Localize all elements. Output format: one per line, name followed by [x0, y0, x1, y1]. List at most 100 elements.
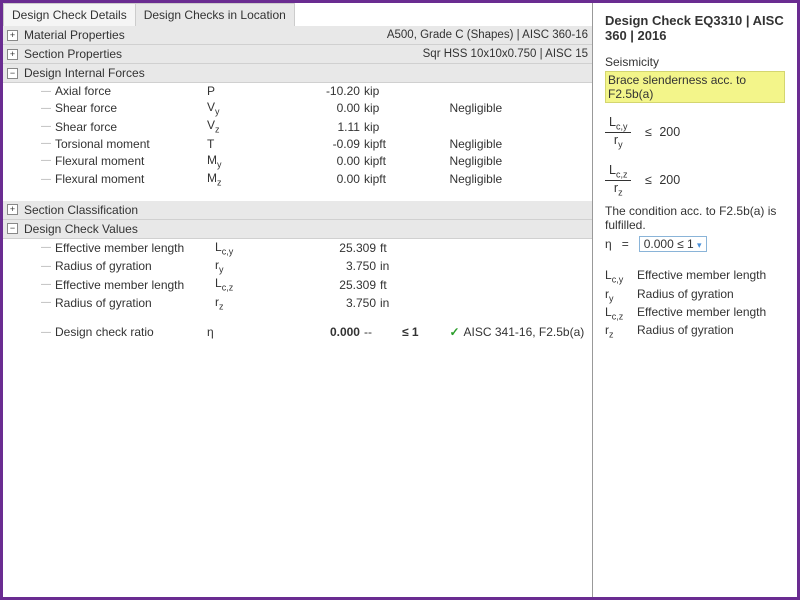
legend-desc: Radius of gyration: [637, 287, 734, 303]
force-note: Negligible: [449, 101, 592, 115]
value-label: Radius of gyration: [55, 296, 215, 310]
legend-row: Lc,zEffective member length: [605, 305, 785, 321]
force-label: Flexural moment: [55, 172, 207, 186]
force-sym: My: [207, 153, 274, 169]
value-sym: ry: [215, 258, 285, 274]
force-val: 0.00: [274, 172, 364, 186]
ratio-lim: ≤ 1: [402, 325, 450, 339]
formula-1: Lc,yry ≤ 200: [605, 115, 785, 151]
tab-location[interactable]: Design Checks in Location: [135, 3, 295, 26]
legend-sym: ry: [605, 287, 637, 303]
force-sym: Vz: [207, 118, 274, 134]
value-unit: in: [380, 296, 420, 310]
force-val: -0.09: [274, 137, 364, 151]
force-note: Negligible: [449, 154, 592, 168]
ratio-unit: --: [364, 325, 402, 339]
forces-grid: —Axial forceP-10.20kip—Shear forceVy0.00…: [3, 83, 592, 189]
force-unit: kipft: [364, 137, 402, 151]
value-unit: ft: [380, 278, 420, 292]
section-meta: Sqr HSS 10x10x0.750 | AISC 15: [423, 48, 588, 60]
force-unit: kipft: [364, 154, 402, 168]
force-label: Torsional moment: [55, 137, 207, 151]
ratio-sym: η: [207, 325, 274, 339]
value-row: —Radius of gyrationry3.750in: [3, 257, 592, 275]
highlighted-clause: Brace slenderness acc. to F2.5b(a): [605, 71, 785, 103]
legend: Lc,yEffective member lengthryRadius of g…: [605, 268, 785, 340]
force-unit: kipft: [364, 172, 402, 186]
section-classification[interactable]: + Section Classification: [3, 201, 592, 220]
expand-icon[interactable]: +: [7, 204, 18, 215]
ratio-ref: ✓AISC 341-16, F2.5b(a): [449, 325, 592, 339]
legend-row: Lc,yEffective member length: [605, 268, 785, 284]
legend-desc: Effective member length: [637, 305, 766, 321]
force-sym: P: [207, 84, 274, 98]
value-sym: Lc,y: [215, 240, 285, 256]
force-val: 1.11: [274, 120, 364, 134]
app-frame: Design Check Details Design Checks in Lo…: [0, 0, 800, 600]
tab-bar: Design Check Details Design Checks in Lo…: [3, 3, 592, 26]
right-title: Design Check EQ3310 | AISC 360 | 2016: [605, 13, 785, 43]
force-unit: kip: [364, 84, 402, 98]
tab-details[interactable]: Design Check Details: [3, 3, 136, 26]
force-row: —Flexural momentMz0.00kipftNegligible: [3, 170, 592, 188]
value-val: 3.750: [285, 259, 380, 273]
section-title: Design Check Values: [24, 222, 138, 236]
formula-2: Lc,zrz ≤ 200: [605, 163, 785, 199]
left-panel: Design Check Details Design Checks in Lo…: [3, 3, 593, 597]
value-row: —Effective member lengthLc,z25.309ft: [3, 275, 592, 293]
expand-icon[interactable]: +: [7, 49, 18, 60]
force-sym: Vy: [207, 100, 274, 116]
collapse-icon[interactable]: −: [7, 68, 18, 79]
legend-sym: rz: [605, 323, 637, 339]
force-note: Negligible: [449, 172, 592, 186]
ratio-label: Design check ratio: [55, 325, 207, 339]
section-values[interactable]: − Design Check Values: [3, 220, 592, 239]
force-val: -10.20: [274, 84, 364, 98]
section-title: Design Internal Forces: [24, 66, 145, 80]
force-row: —Axial forceP-10.20kip: [3, 83, 592, 99]
force-sym: Mz: [207, 171, 274, 187]
right-panel: Design Check EQ3310 | AISC 360 | 2016 Se…: [593, 3, 797, 597]
section-forces[interactable]: − Design Internal Forces: [3, 64, 592, 83]
force-row: —Torsional momentT-0.09kipftNegligible: [3, 136, 592, 152]
force-label: Flexural moment: [55, 154, 207, 168]
value-sym: Lc,z: [215, 276, 285, 292]
values-grid: —Effective member lengthLc,y25.309ft—Rad…: [3, 239, 592, 313]
legend-desc: Effective member length: [637, 268, 766, 284]
value-label: Effective member length: [55, 241, 215, 255]
value-val: 25.309: [285, 241, 380, 255]
legend-desc: Radius of gyration: [637, 323, 734, 339]
force-unit: kip: [364, 120, 402, 134]
force-row: —Shear forceVz1.11kip: [3, 117, 592, 135]
force-row: —Shear forceVy0.00kipNegligible: [3, 99, 592, 117]
right-category: Seismicity: [605, 55, 785, 69]
collapse-icon[interactable]: −: [7, 223, 18, 234]
value-label: Radius of gyration: [55, 259, 215, 273]
value-unit: in: [380, 259, 420, 273]
force-label: Axial force: [55, 84, 207, 98]
legend-row: rzRadius of gyration: [605, 323, 785, 339]
value-unit: ft: [380, 241, 420, 255]
force-label: Shear force: [55, 101, 207, 115]
legend-sym: Lc,z: [605, 305, 637, 321]
eta-row: η = 0.000 ≤ 1 ▾: [605, 236, 785, 252]
force-unit: kip: [364, 101, 402, 115]
legend-sym: Lc,y: [605, 268, 637, 284]
condition-text: The condition acc. to F2.5b(a) is fulfil…: [605, 204, 785, 232]
value-sym: rz: [215, 295, 285, 311]
section-material[interactable]: + Material Properties A500, Grade C (Sha…: [3, 26, 592, 45]
expand-icon[interactable]: +: [7, 30, 18, 41]
legend-row: ryRadius of gyration: [605, 287, 785, 303]
force-label: Shear force: [55, 120, 207, 134]
ratio-row: — Design check ratio η 0.000 -- ≤ 1 ✓AIS…: [3, 324, 592, 340]
section-title: Material Properties: [24, 28, 125, 42]
value-row: —Radius of gyrationrz3.750in: [3, 294, 592, 312]
value-row: —Effective member lengthLc,y25.309ft: [3, 239, 592, 257]
force-val: 0.00: [274, 154, 364, 168]
section-title: Section Classification: [24, 203, 138, 217]
section-title: Section Properties: [24, 47, 122, 61]
value-label: Effective member length: [55, 278, 215, 292]
ratio-val: 0.000: [274, 325, 364, 339]
section-section[interactable]: + Section Properties Sqr HSS 10x10x0.750…: [3, 45, 592, 64]
force-sym: T: [207, 137, 274, 151]
